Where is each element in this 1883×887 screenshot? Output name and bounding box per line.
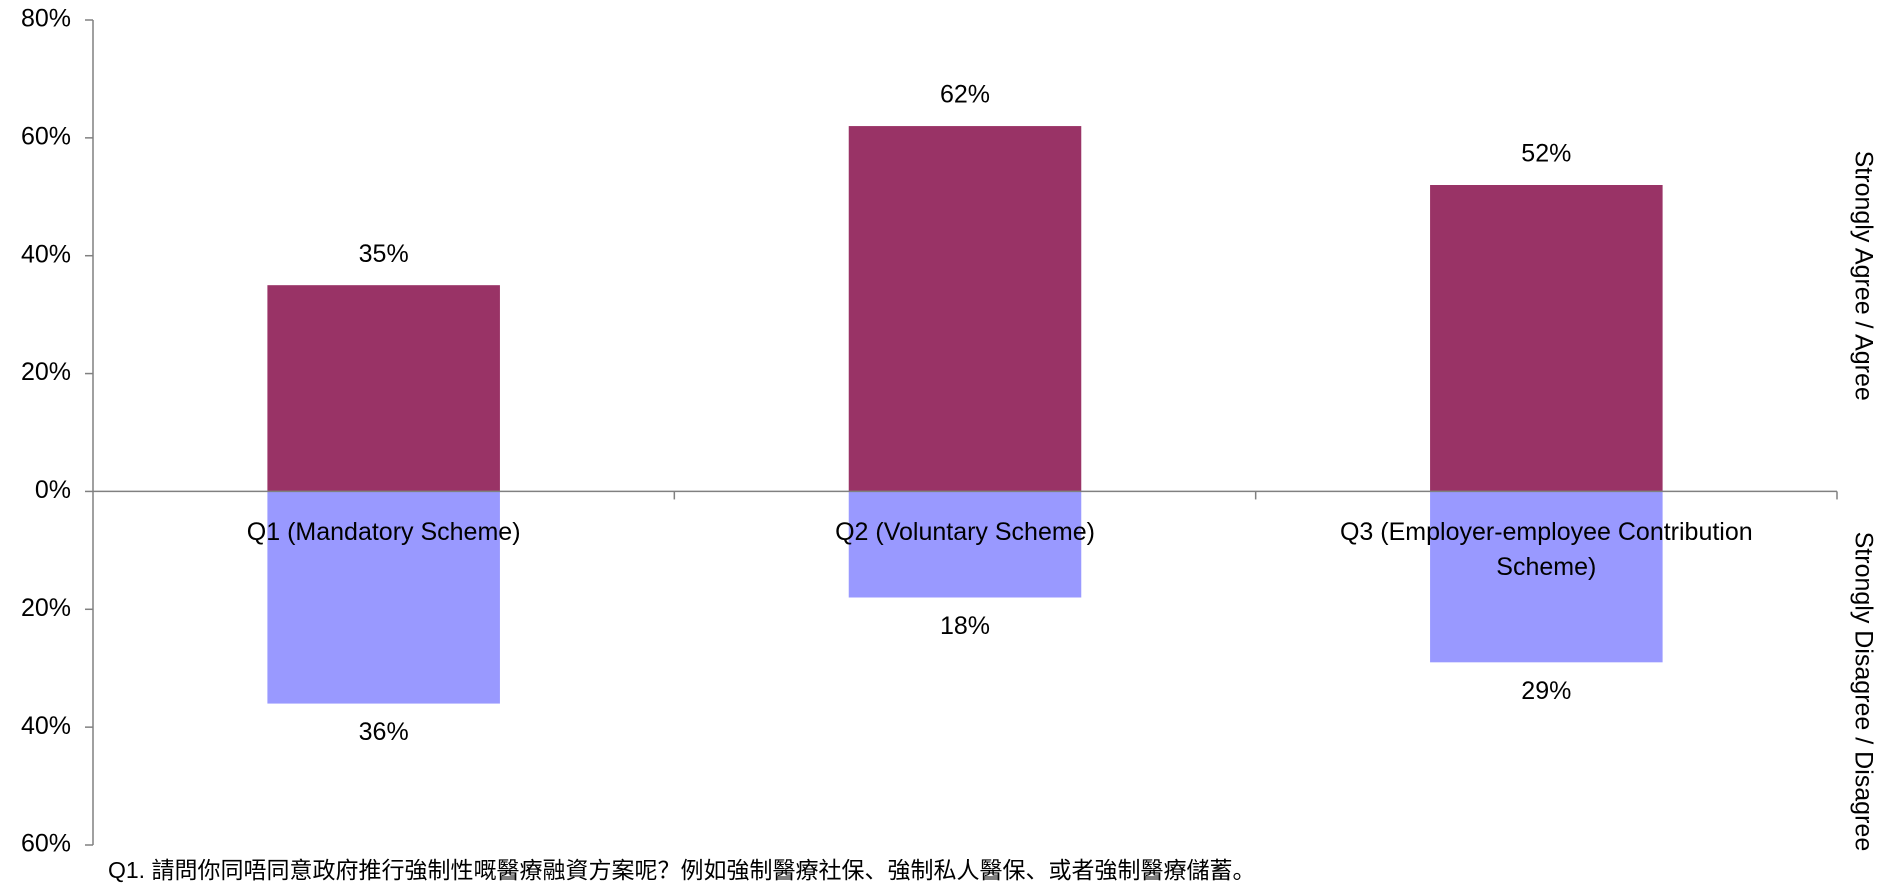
y-tick-label: 20% xyxy=(21,358,71,386)
y-tick-label: 40% xyxy=(21,240,71,268)
value-label: 35% xyxy=(359,240,409,268)
bar xyxy=(848,491,1082,598)
value-label: 62% xyxy=(940,81,990,109)
x-tick-label: Q1 (Mandatory Scheme) xyxy=(246,518,521,547)
series-label: Strongly Disagree / Disagree xyxy=(1849,532,1877,852)
y-tick-label: 60% xyxy=(21,122,71,150)
x-tick-label: Q3 (Employer-employee Contribution Schem… xyxy=(1339,518,1753,582)
value-label: 29% xyxy=(1521,677,1571,705)
y-tick-label: 0% xyxy=(35,476,71,504)
bar xyxy=(267,285,500,492)
series-label: Strongly Agree / Agree xyxy=(1849,151,1877,401)
bar xyxy=(1430,491,1663,663)
bar xyxy=(1430,185,1663,492)
y-tick-label: 40% xyxy=(21,712,71,740)
value-label: 52% xyxy=(1521,140,1571,168)
value-label: 36% xyxy=(359,718,409,746)
bar xyxy=(267,491,500,704)
value-label: 18% xyxy=(940,612,990,640)
x-tick-label: Q2 (Voluntary Scheme) xyxy=(835,518,1095,547)
footnote: Q1. 請問你同唔同意政府推行強制性嘅醫療融資方案呢？例如強制醫療社保、強制私人… xyxy=(108,857,1255,883)
y-tick-label: 20% xyxy=(21,594,71,622)
bar xyxy=(848,126,1082,492)
y-tick-label: 80% xyxy=(21,5,71,33)
y-tick-label: 60% xyxy=(21,830,71,858)
